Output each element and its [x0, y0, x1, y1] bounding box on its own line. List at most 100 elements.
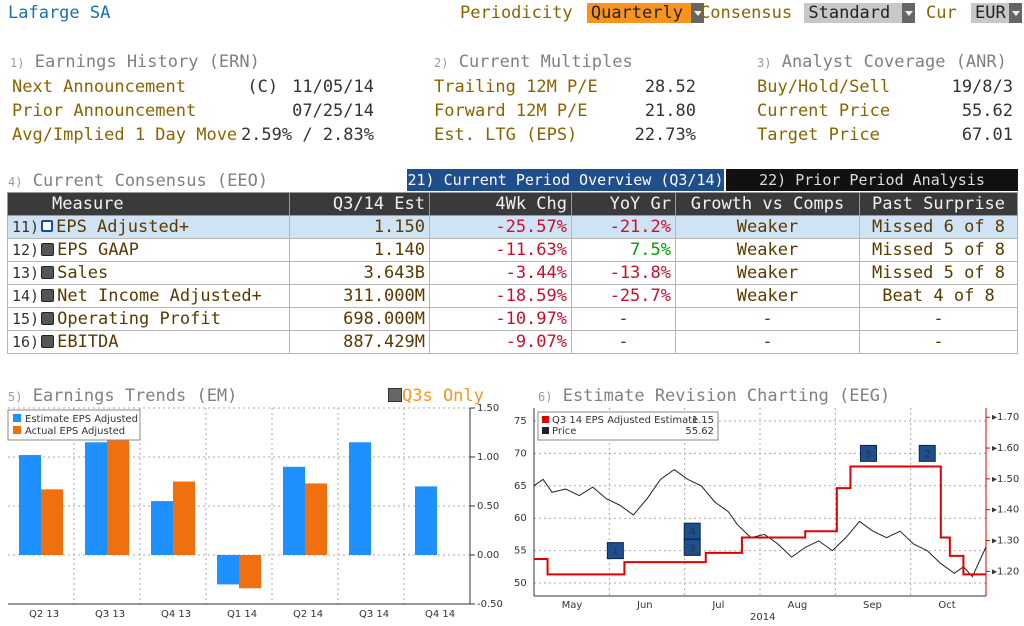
anr-row: Buy/Hold/Sell 19/8/3 — [757, 75, 1013, 99]
right-tick-label: ▸1.50 — [992, 474, 1019, 485]
section-number: 2) — [434, 56, 449, 70]
eeo-section-title[interactable]: 4) Current Consensus (EEO) — [8, 171, 268, 191]
currency-dropdown[interactable]: EUR — [970, 3, 1009, 23]
x-tick-label: Jun — [636, 600, 653, 611]
comps-cell: Weaker — [675, 215, 860, 239]
radio-icon[interactable] — [41, 334, 55, 348]
x-tick-label: Sep — [863, 600, 882, 611]
table-row[interactable]: 16) EBITDA 887.429M -9.07% - - - — [7, 330, 1018, 354]
anr-section-title[interactable]: 3) Analyst Coverage (ANR) — [757, 52, 1007, 72]
x-tick-label: Q2 13 — [29, 609, 59, 620]
consensus-dropdown[interactable]: Standard — [804, 3, 903, 23]
column-header[interactable]: YoY Gr — [571, 192, 676, 216]
legend-swatch — [542, 416, 549, 423]
anr-value: 19/8/3 — [951, 77, 1013, 97]
eeg-section-title[interactable]: 6) Estimate Revision Charting (EEG) — [538, 386, 890, 406]
left-tick-label: 50 — [514, 578, 527, 589]
chevron-down-icon[interactable] — [690, 3, 704, 23]
bar — [85, 442, 107, 555]
multiples-section-title[interactable]: 2) Current Multiples — [434, 52, 633, 72]
column-header[interactable]: Past Surprise — [859, 192, 1018, 216]
multiples-row: Forward 12M P/E 21.80 — [434, 99, 696, 123]
legend-label: Price — [552, 426, 576, 437]
estimate-revision-chart: 75 70 65 60 55 50 ▸1.70 ▸1.60 ▸1.50 ▸1.40 ▸1.30 ▸1.… — [514, 408, 1019, 623]
chg-cell: -10.97% — [429, 307, 572, 331]
radio-icon[interactable] — [41, 242, 55, 256]
row-number: 11) — [12, 218, 40, 236]
measure-name: Operating Profit — [57, 309, 221, 329]
left-tick-label: 70 — [514, 448, 527, 459]
anr-label: Current Price — [757, 101, 891, 121]
multiples-label: Est. LTG (EPS) — [434, 125, 578, 145]
section-number: 6) — [538, 390, 553, 404]
chg-cell: -9.07% — [429, 330, 572, 354]
bar — [107, 412, 129, 555]
y-tick-label: 1.00 — [477, 452, 499, 463]
measure-name: EBITDA — [57, 332, 119, 352]
multiples-label: Forward 12M P/E — [434, 101, 588, 121]
multiples-block: Trailing 12M P/E 28.52 Forward 12M P/E 2… — [434, 75, 696, 147]
event-marker-label: 1 — [612, 547, 618, 558]
table-row[interactable]: 12) EPS GAAP 1.140 -11.63% 7.5% Weaker Mi… — [7, 238, 1018, 262]
em-section-title[interactable]: 5) Earnings Trends (EM) — [8, 386, 237, 406]
ern-block: Next Announcement (C) 11/05/14 Prior Ann… — [12, 75, 374, 147]
legend-swatch — [13, 426, 21, 434]
column-header[interactable]: 4Wk Chg — [429, 192, 572, 216]
right-tick-label: ▸1.40 — [992, 505, 1019, 516]
anr-row: Current Price 55.62 — [757, 99, 1013, 123]
chg-cell: -25.57% — [429, 215, 572, 239]
right-tick-label: ▸1.30 — [992, 536, 1019, 547]
yoy-cell: 7.5% — [571, 238, 676, 262]
checkbox-icon[interactable] — [388, 387, 402, 402]
x-tick-label: Oct — [938, 600, 955, 611]
chevron-down-icon[interactable] — [1008, 3, 1022, 23]
anr-value: 67.01 — [961, 125, 1013, 145]
event-marker-label: 3 — [689, 543, 695, 554]
column-header[interactable]: Measure — [7, 192, 290, 216]
chg-cell: -3.44% — [429, 261, 572, 285]
event-marker — [606, 542, 624, 560]
tab-current-period[interactable]: 21) Current Period Overview (Q3/14) — [407, 169, 724, 191]
q3s-only-toggle[interactable]: Q3s Only — [388, 386, 484, 406]
x-tick-label: Q4 13 — [161, 609, 191, 620]
ern-value: 07/25/14 — [292, 101, 374, 121]
y-tick-label: -0.50 — [477, 599, 503, 610]
periodicity-dropdown[interactable]: Quarterly — [586, 3, 691, 23]
radio-icon[interactable] — [41, 311, 55, 325]
surprise-cell: Missed 5 of 8 — [859, 238, 1018, 262]
ern-value: 2.59% / 2.83% — [240, 125, 374, 145]
table-row[interactable]: 13) Sales 3.643B -3.44% -13.8% Weaker Mis… — [7, 261, 1018, 285]
table-row[interactable]: 14) Net Income Adjusted+ 311.000M -18.59%… — [7, 284, 1018, 308]
comps-cell: Weaker — [675, 238, 860, 262]
ern-section-title[interactable]: 1) Earnings History (ERN) — [10, 52, 260, 72]
column-header[interactable]: Q3/14 Est — [289, 192, 430, 216]
event-marker — [859, 444, 877, 462]
left-tick-label: 65 — [514, 481, 527, 492]
row-number: 16) — [12, 333, 40, 351]
tab-prior-period[interactable]: 22) Prior Period Analysis (Q2/14) — [726, 169, 1018, 211]
ern-row: Prior Announcement 07/25/14 — [12, 99, 374, 123]
left-tick-label: 55 — [514, 546, 527, 557]
radio-selected-icon[interactable] — [41, 220, 54, 232]
legend-swatch — [542, 427, 549, 434]
radio-icon[interactable] — [41, 265, 55, 279]
multiples-value: 22.73% — [634, 125, 696, 145]
section-title: Current Multiples — [458, 52, 633, 72]
table-row[interactable]: 11) EPS Adjusted+ 1.150 -25.57% -21.2% We… — [7, 215, 1018, 239]
currency-label: Cur — [926, 3, 957, 23]
x-sublabel: 2014 — [750, 612, 775, 623]
x-tick-label: May — [562, 600, 583, 611]
yoy-cell: - — [571, 307, 676, 331]
table-row[interactable]: 15) Operating Profit 698.000M -10.97% - -… — [7, 307, 1018, 331]
bar — [173, 481, 195, 555]
section-number: 1) — [10, 56, 25, 70]
chevron-down-icon[interactable] — [902, 3, 916, 23]
table-header-row: Measure Q3/14 Est 4Wk Chg YoY Gr Growth … — [7, 192, 1018, 216]
comps-cell: - — [675, 307, 860, 331]
radio-icon[interactable] — [41, 288, 55, 302]
confirmed-flag: (C) — [247, 77, 279, 97]
x-tick-label: Q2 14 — [293, 609, 323, 620]
column-header[interactable]: Growth vs Comps — [675, 192, 860, 216]
bar — [415, 486, 437, 555]
anr-label: Target Price — [757, 125, 880, 145]
